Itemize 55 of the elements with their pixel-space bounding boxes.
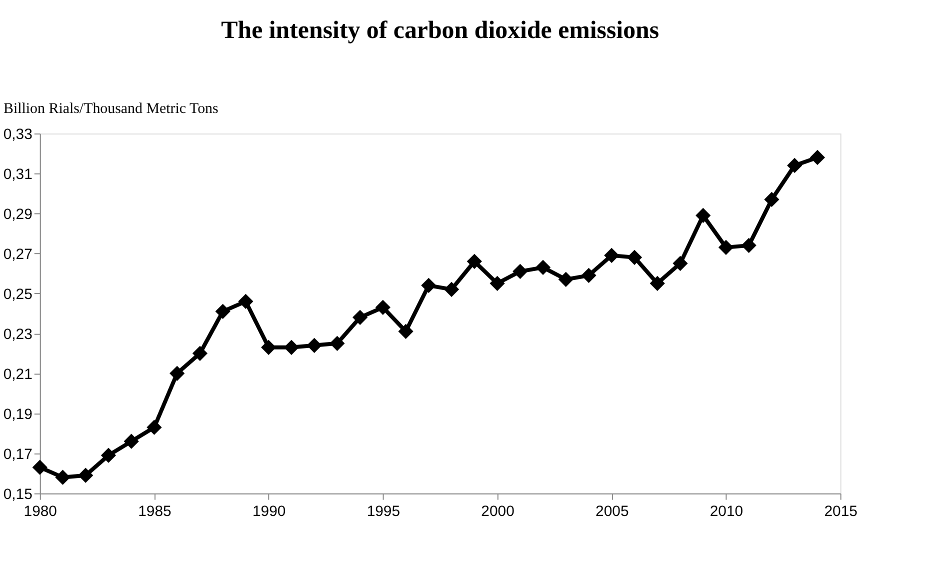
point [718,240,734,255]
point [490,276,505,291]
point [170,366,185,381]
point [306,338,322,353]
point [55,470,70,485]
x-tick-label: 2000 [481,502,514,520]
x-tick-label: 1980 [24,502,57,520]
x-tick-label: 1995 [366,502,400,520]
y-tick-label: 0,31 [3,166,32,183]
y-axis-title: Billion Rials/Thousand Metric Tons [3,101,219,118]
point [192,346,208,361]
y-tick-label: 0,25 [3,286,32,303]
point [78,468,94,483]
chart-title: The intensity of carbon dioxide emissions [221,16,660,44]
point [512,264,528,279]
point [787,158,802,174]
y-tick-label: 0,33 [3,126,32,143]
y-tick-label: 0,27 [3,246,32,263]
point [100,448,116,463]
point [764,192,780,208]
point [672,256,688,271]
y-tick-label: 0,19 [3,406,32,423]
y-tick-label: 0,21 [3,366,32,383]
point [558,272,574,287]
x-tick-label: 2010 [710,502,744,520]
x-tick-label: 1990 [252,502,286,520]
point [696,208,711,224]
point [535,260,551,275]
point [626,250,642,265]
point [284,340,300,355]
point [238,294,254,309]
point [375,300,390,315]
point [124,434,139,449]
point [330,336,345,351]
point [352,310,368,325]
point [466,254,482,269]
point [215,304,230,319]
x-tick-label: 1985 [138,502,172,520]
point [581,268,596,283]
point [650,276,665,291]
point [261,340,276,355]
x-tick-label: 2005 [596,502,629,520]
y-tick-label: 0,15 [3,486,32,503]
point [146,420,162,435]
point [421,278,436,293]
y-tick-label: 0,29 [3,206,32,223]
x-tick-label: 2015 [824,502,858,520]
point [32,460,48,475]
point [810,150,826,166]
point [741,238,756,253]
point [604,248,620,263]
point [444,282,460,297]
y-tick-label: 0,17 [3,446,32,463]
point [398,324,414,339]
y-tick-label: 0,23 [3,326,32,343]
